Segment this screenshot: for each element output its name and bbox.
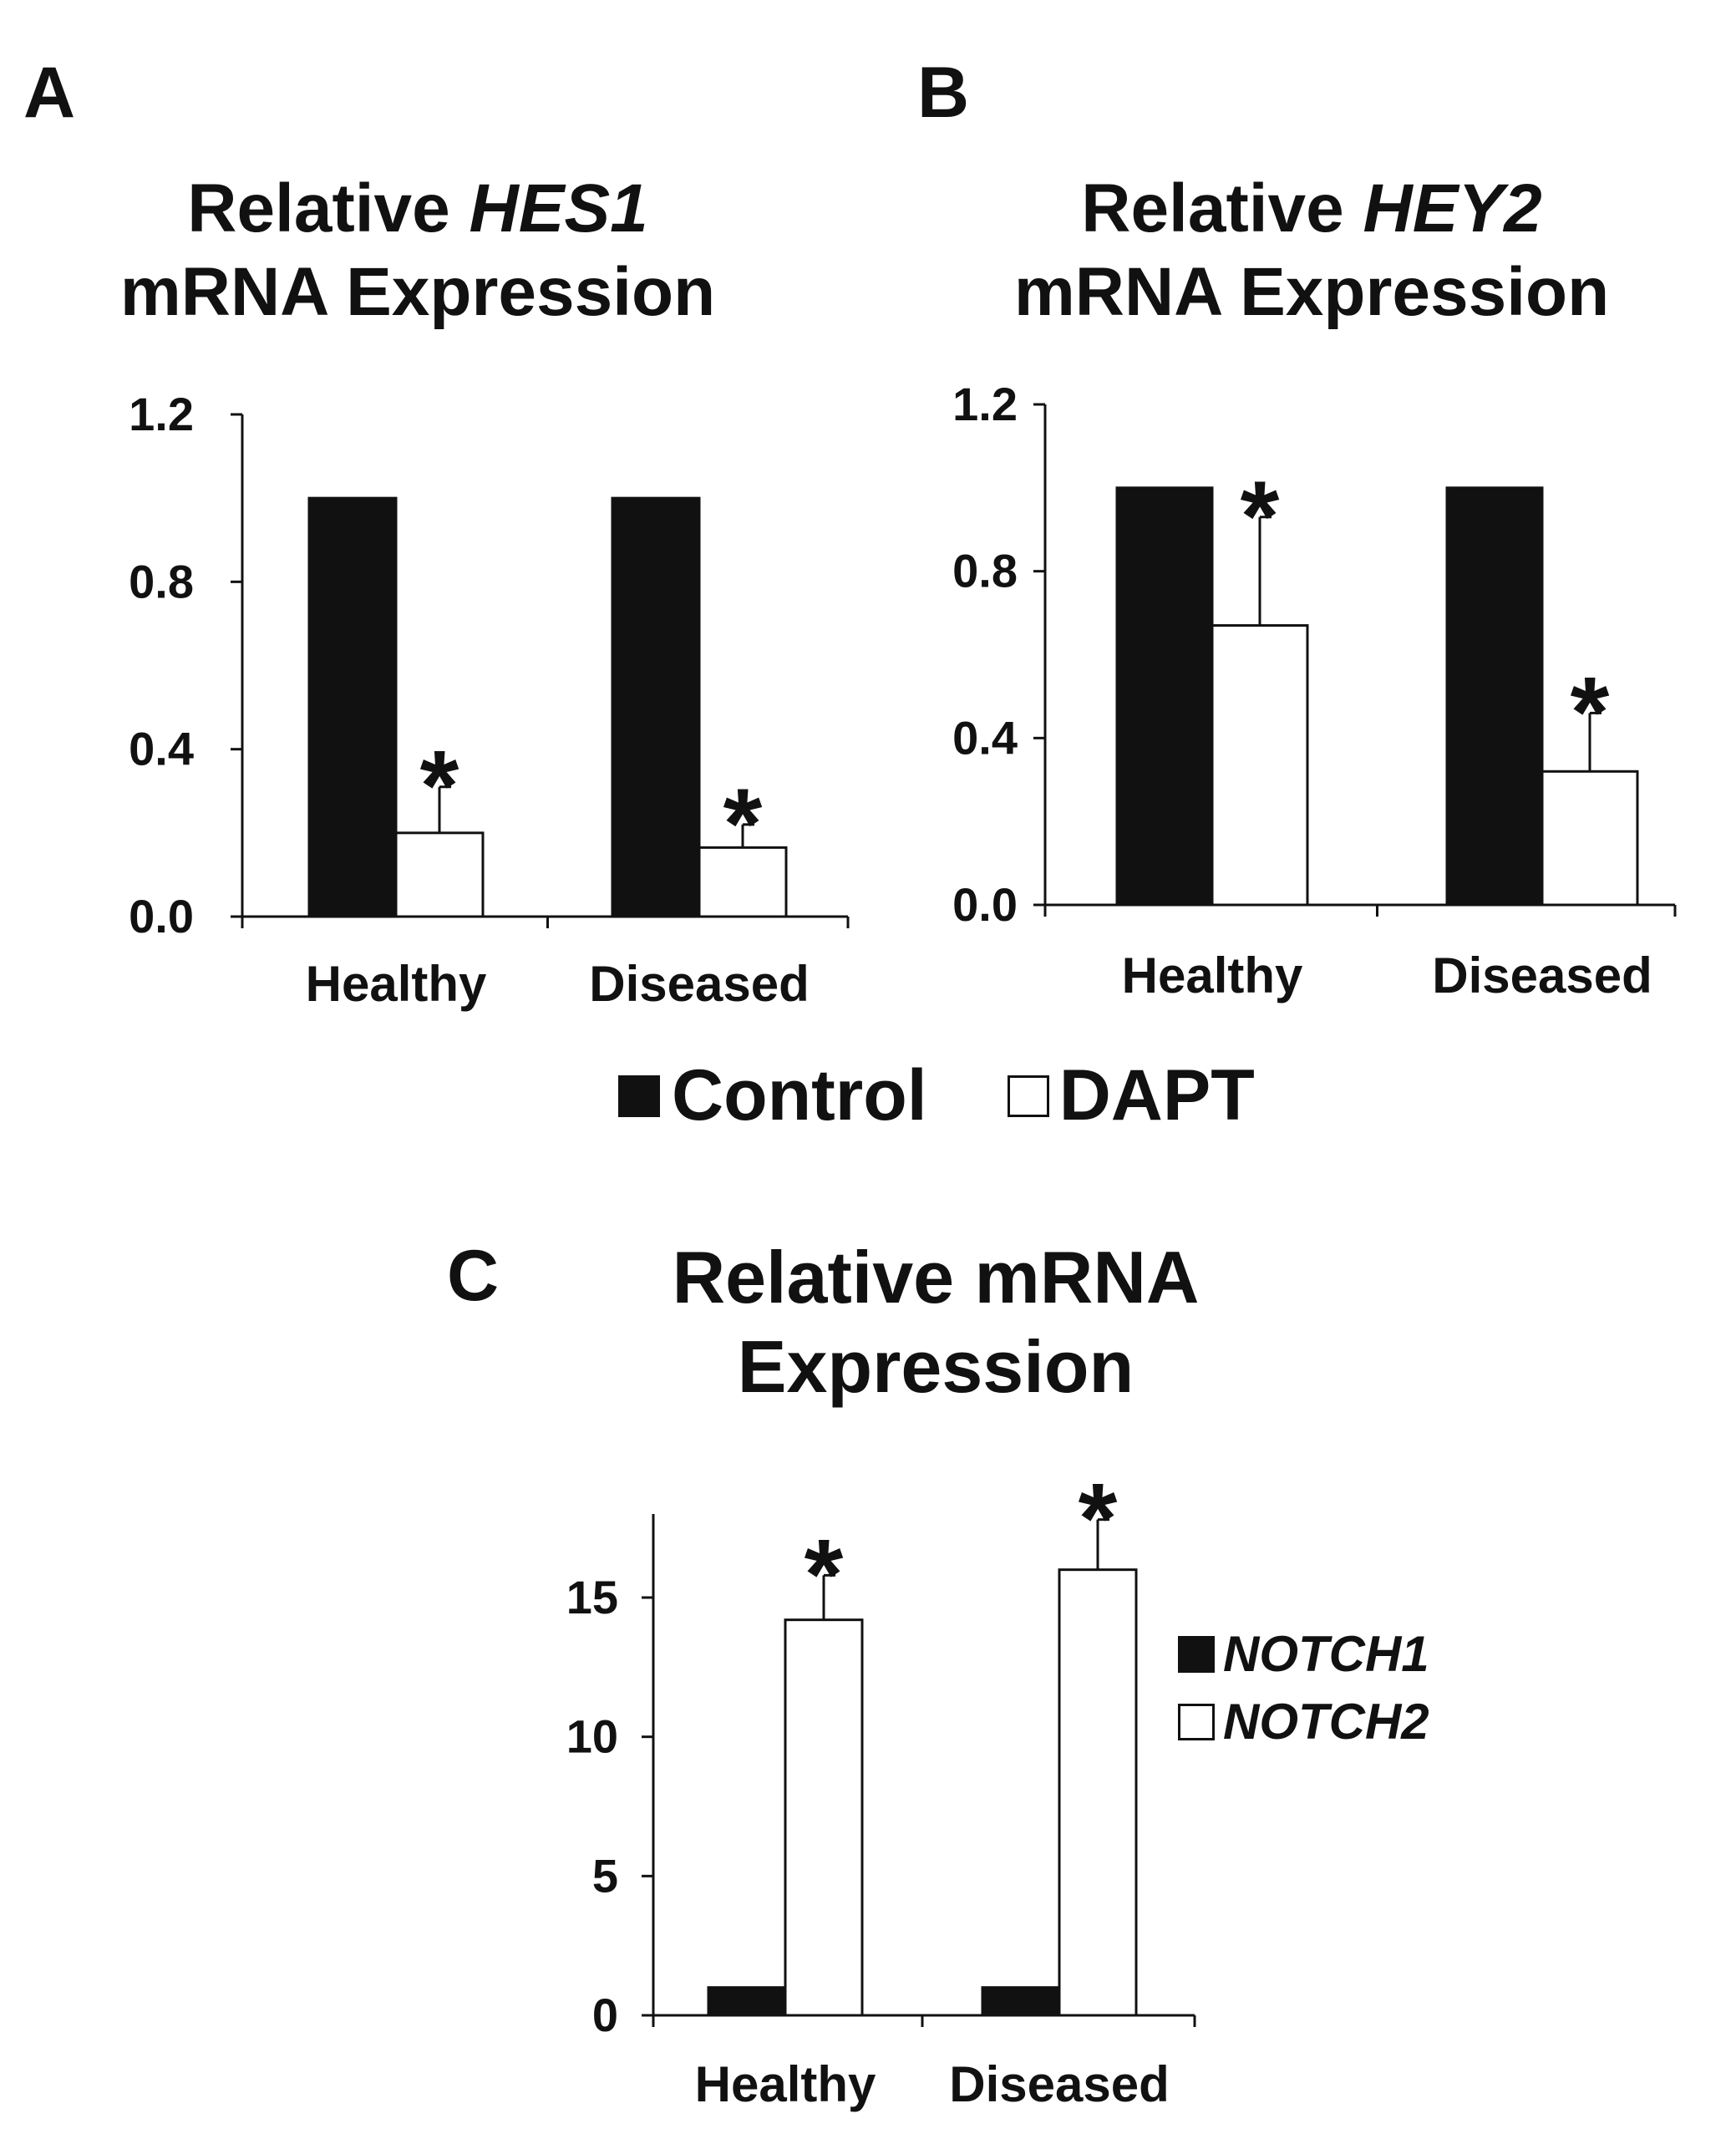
legend-dapt-swatch <box>1007 1075 1049 1117</box>
significance-star: * <box>1241 460 1280 572</box>
panel-b-title-gene: HEY2 <box>1363 170 1542 246</box>
panel-a-title-post: mRNA Expression <box>119 254 716 331</box>
significance-star: * <box>1571 656 1610 768</box>
significance-star: * <box>723 768 763 880</box>
legend-control-label: Control <box>672 1055 927 1136</box>
bar-control-diseased <box>1445 486 1544 907</box>
legend-c: NOTCH1 NOTCH2 <box>1178 1625 1429 1750</box>
legend-notch1-label: NOTCH1 <box>1223 1626 1429 1682</box>
bar-notch2-diseased <box>1058 1568 1138 2017</box>
legend-notch1-swatch <box>1178 1635 1215 1673</box>
panel-c-title: Relative mRNA Expression <box>535 1232 1337 1412</box>
x-category-label: Healthy <box>1122 948 1303 1003</box>
legend-dapt-label: DAPT <box>1058 1055 1255 1136</box>
y-tick-label: 15 <box>566 1571 618 1623</box>
panel-b-title-pre: Relative <box>1081 170 1363 246</box>
legend-notch1: NOTCH1 <box>1178 1625 1429 1683</box>
panel-b-letter: B <box>917 53 970 133</box>
significance-star: * <box>805 1518 844 1630</box>
y-tick-label: 0.0 <box>129 890 194 942</box>
x-category-label: Diseased <box>1432 948 1652 1003</box>
chart-c: 0 5 10 15 * Healthy * Diseased <box>566 1463 1196 2112</box>
bar-control-diseased <box>611 496 701 918</box>
y-tick-label: 0.4 <box>952 711 1018 764</box>
y-tick-label: 5 <box>592 1849 618 1902</box>
x-category-label: Diseased <box>949 2056 1170 2112</box>
legend-control-swatch <box>618 1075 660 1117</box>
y-tick-label: 0.4 <box>129 723 194 775</box>
panel-c-letter: C <box>447 1236 500 1316</box>
significance-star: * <box>420 730 459 842</box>
bar-notch2-healthy <box>784 1618 864 2017</box>
legend-notch2-swatch <box>1178 1703 1215 1740</box>
bar-control-healthy <box>1115 486 1214 907</box>
y-tick-label: 1.2 <box>952 378 1018 430</box>
x-category-label: Healthy <box>306 956 487 1012</box>
y-tick-label: 10 <box>566 1710 618 1763</box>
panel-a-title-pre: Relative <box>187 170 470 246</box>
panel-a-title-gene: HES1 <box>469 170 648 246</box>
significance-star: * <box>1079 1463 1118 1575</box>
legend-notch2: NOTCH2 <box>1178 1693 1429 1750</box>
panel-c-title-line1: Relative mRNA <box>672 1236 1200 1318</box>
legend-ab: Control DAPT <box>618 1054 1255 1137</box>
panel-b-title-post: mRNA Expression <box>1013 254 1610 331</box>
panel-c-title-line2: Expression <box>737 1325 1134 1409</box>
bar-notch1-healthy <box>707 1986 787 2017</box>
chart-b: 0.0 0.4 0.8 1.2 * Healthy * Diseased <box>952 378 1677 1003</box>
y-tick-label: 0.0 <box>952 878 1018 931</box>
y-tick-label: 1.2 <box>129 388 194 440</box>
panel-a-letter: A <box>23 53 76 133</box>
y-tick-label: 0.8 <box>952 545 1018 597</box>
panel-a-title: Relative HES1 mRNA Expression <box>33 167 802 334</box>
chart-a: 0.0 0.4 0.8 1.2 * Healthy * Diseased <box>129 388 850 1012</box>
bar-notch1-diseased <box>981 1986 1061 2017</box>
bar-dapt-healthy <box>394 831 485 918</box>
bar-dapt-diseased <box>1541 770 1639 907</box>
x-category-label: Diseased <box>589 956 810 1012</box>
x-category-label: Healthy <box>695 2056 876 2112</box>
y-tick-label: 0.8 <box>129 555 194 607</box>
bar-dapt-healthy <box>1211 624 1309 907</box>
legend-notch2-label: NOTCH2 <box>1223 1694 1429 1750</box>
bar-control-healthy <box>307 496 398 918</box>
y-tick-label: 0 <box>592 1989 618 2041</box>
panel-b-title: Relative HEY2 mRNA Expression <box>919 167 1704 334</box>
